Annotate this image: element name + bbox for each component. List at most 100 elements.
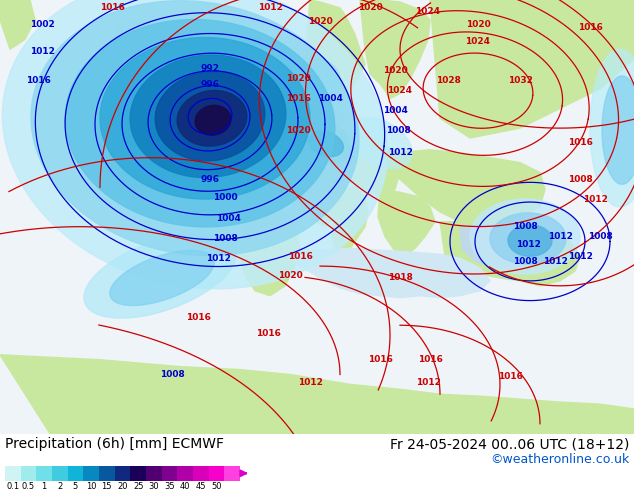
Text: 1008: 1008 — [212, 234, 237, 243]
Polygon shape — [602, 76, 634, 184]
Polygon shape — [3, 0, 387, 289]
Polygon shape — [84, 234, 236, 318]
Text: 1012: 1012 — [548, 232, 573, 241]
Polygon shape — [258, 64, 285, 100]
Bar — [224, 466, 240, 481]
Text: 1012: 1012 — [515, 240, 540, 249]
Text: 40: 40 — [180, 482, 190, 490]
Text: 1016: 1016 — [368, 355, 392, 364]
Text: 1008: 1008 — [513, 222, 538, 231]
Text: 1024: 1024 — [387, 86, 413, 95]
Text: 1016: 1016 — [578, 23, 602, 32]
Text: 1008: 1008 — [567, 175, 592, 184]
Polygon shape — [130, 55, 286, 177]
Text: 1004: 1004 — [216, 214, 240, 223]
Text: 1008: 1008 — [513, 257, 538, 266]
Text: 1028: 1028 — [436, 76, 460, 85]
Text: 1012: 1012 — [205, 254, 230, 263]
Polygon shape — [31, 0, 359, 255]
Polygon shape — [460, 225, 545, 268]
Text: 25: 25 — [133, 482, 143, 490]
Text: 0.5: 0.5 — [22, 482, 35, 490]
Text: 0.1: 0.1 — [6, 482, 20, 490]
Polygon shape — [590, 49, 634, 207]
Text: 1020: 1020 — [465, 20, 490, 29]
Text: 2: 2 — [57, 482, 63, 490]
Polygon shape — [65, 20, 335, 227]
Polygon shape — [390, 150, 545, 227]
Text: 1000: 1000 — [212, 193, 237, 201]
Text: 1020: 1020 — [307, 17, 332, 26]
Text: 996: 996 — [200, 80, 219, 89]
Text: 1: 1 — [42, 482, 47, 490]
Bar — [52, 466, 68, 481]
Polygon shape — [280, 57, 340, 100]
Polygon shape — [0, 355, 634, 434]
Text: 1008: 1008 — [160, 370, 184, 379]
Text: 1012: 1012 — [415, 378, 441, 387]
Text: 1016: 1016 — [256, 329, 280, 338]
Text: 10: 10 — [86, 482, 96, 490]
Text: 30: 30 — [148, 482, 159, 490]
Text: 1032: 1032 — [508, 76, 533, 85]
Polygon shape — [155, 72, 265, 161]
Text: 1016: 1016 — [288, 252, 313, 261]
Bar — [68, 466, 83, 481]
Text: 1020: 1020 — [286, 125, 311, 135]
Bar — [193, 466, 209, 481]
Polygon shape — [240, 202, 300, 295]
Bar — [162, 466, 178, 481]
Polygon shape — [298, 122, 352, 164]
Text: 996: 996 — [200, 175, 219, 184]
Polygon shape — [430, 0, 634, 138]
Text: 1008: 1008 — [385, 125, 410, 135]
Text: 1016: 1016 — [567, 138, 592, 147]
Bar — [115, 466, 131, 481]
Text: 1012: 1012 — [583, 195, 607, 203]
Text: 1012: 1012 — [30, 47, 55, 56]
Text: Fr 24-05-2024 00..06 UTC (18+12): Fr 24-05-2024 00..06 UTC (18+12) — [390, 437, 629, 451]
Bar — [131, 466, 146, 481]
Bar — [36, 466, 52, 481]
Text: 1020: 1020 — [278, 271, 302, 280]
Text: 1024: 1024 — [415, 7, 441, 16]
Text: 1016: 1016 — [285, 94, 311, 103]
Text: 992: 992 — [200, 65, 219, 74]
Polygon shape — [325, 130, 400, 197]
Polygon shape — [100, 37, 310, 199]
Text: 1020: 1020 — [286, 74, 311, 83]
Text: 1008: 1008 — [588, 232, 612, 241]
Polygon shape — [290, 248, 490, 297]
Text: 20: 20 — [117, 482, 127, 490]
Text: 1020: 1020 — [358, 3, 382, 12]
Polygon shape — [342, 256, 355, 291]
Text: 1012: 1012 — [297, 378, 323, 387]
Bar — [178, 466, 193, 481]
Text: 1024: 1024 — [465, 37, 491, 46]
Polygon shape — [115, 20, 155, 48]
Text: 1018: 1018 — [387, 273, 413, 282]
Polygon shape — [0, 0, 35, 49]
Bar — [99, 466, 115, 481]
Bar — [5, 466, 21, 481]
Polygon shape — [508, 225, 552, 256]
Bar — [209, 466, 224, 481]
Polygon shape — [265, 39, 280, 59]
Text: 1016: 1016 — [25, 76, 51, 85]
Polygon shape — [328, 97, 340, 110]
Polygon shape — [177, 91, 247, 146]
Polygon shape — [195, 105, 231, 135]
Text: 1012: 1012 — [257, 3, 282, 12]
Text: 15: 15 — [101, 482, 112, 490]
Text: 1016: 1016 — [186, 313, 210, 322]
Bar — [21, 466, 36, 481]
Polygon shape — [332, 187, 368, 256]
Text: 45: 45 — [195, 482, 206, 490]
Polygon shape — [348, 118, 412, 169]
Text: 1012: 1012 — [543, 257, 567, 266]
Text: 1016: 1016 — [418, 355, 443, 364]
Text: 1012: 1012 — [387, 148, 413, 157]
Polygon shape — [440, 222, 580, 286]
Text: 35: 35 — [164, 482, 175, 490]
Polygon shape — [378, 189, 435, 256]
